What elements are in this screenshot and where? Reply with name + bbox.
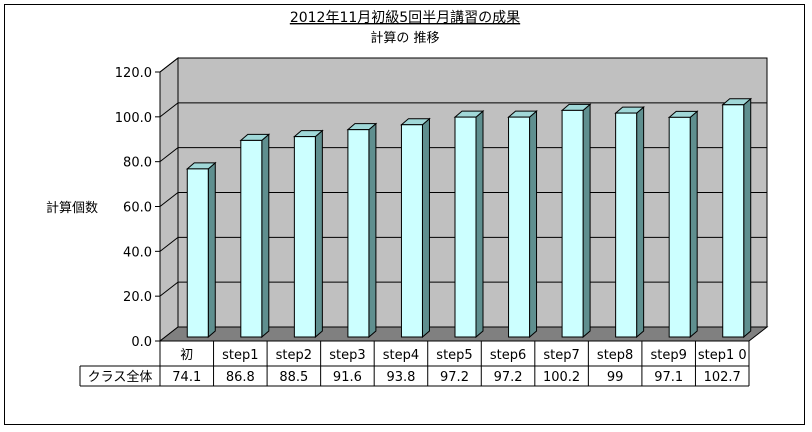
chart-title: 2012年11月初級5回半月講習の成果 xyxy=(290,9,520,26)
data-label: 97.1 xyxy=(654,370,683,385)
bar xyxy=(400,117,431,339)
bar-side xyxy=(207,161,216,339)
x-tick-label: step1 0 xyxy=(698,348,747,363)
data-label: 97.2 xyxy=(494,370,523,385)
bar xyxy=(293,129,324,339)
bar-front xyxy=(347,129,370,338)
plot-area: 0.0 20.0 40.0 60.0 80.0 100.0 120.0 xyxy=(115,56,769,350)
y-tick-label: 60.0 xyxy=(123,201,152,216)
bar xyxy=(721,97,753,339)
x-tick-label: step8 xyxy=(597,348,633,363)
data-label: 97.2 xyxy=(440,370,469,385)
y-tick-label: 40.0 xyxy=(123,245,152,260)
x-tick-label: 初 xyxy=(180,348,193,363)
data-label: 93.8 xyxy=(386,370,415,385)
bar xyxy=(453,110,485,339)
x-tick-label: step4 xyxy=(383,348,419,363)
bar-front xyxy=(186,168,209,338)
chart-subtitle: 計算の 推移 xyxy=(370,30,439,46)
bar-side xyxy=(582,103,591,339)
data-label: 102.7 xyxy=(704,370,741,385)
y-tick-label: 80.0 xyxy=(123,156,152,171)
bar-side xyxy=(421,117,430,339)
x-tick-label: step3 xyxy=(329,348,365,363)
bar xyxy=(667,110,699,339)
x-tick-label: step6 xyxy=(490,348,526,363)
bar xyxy=(507,110,538,339)
data-table: 初 step1 step2 step3 step4 step5 step6 step7 step… xyxy=(79,341,750,387)
bar-front xyxy=(400,124,423,338)
bar-front xyxy=(668,116,691,338)
bar-side xyxy=(743,97,752,339)
data-label: 100.2 xyxy=(543,370,580,385)
y-tick-label: 100.0 xyxy=(115,111,152,126)
bar-side xyxy=(529,110,538,339)
x-tick-label: step1 xyxy=(222,348,258,363)
bar-front xyxy=(615,112,638,338)
y-tick-label: 120.0 xyxy=(115,66,152,81)
gridline xyxy=(159,57,767,73)
data-label: 74.1 xyxy=(172,370,201,385)
data-label: 99 xyxy=(607,370,624,385)
x-tick-label: step9 xyxy=(650,348,686,363)
bar-front xyxy=(722,104,745,338)
data-label: 91.6 xyxy=(333,370,362,385)
data-label: 88.5 xyxy=(279,370,308,385)
y-tick-label: 20.0 xyxy=(123,290,152,305)
bar-front xyxy=(561,109,584,338)
data-label: 86.8 xyxy=(226,370,255,385)
bar-side xyxy=(636,105,645,339)
bar xyxy=(614,105,645,339)
x-tick-label: step7 xyxy=(543,348,579,363)
bar-side xyxy=(261,133,270,339)
y-axis-label: 計算個数 xyxy=(46,200,98,216)
bar-front xyxy=(454,116,477,338)
x-tick-label: step5 xyxy=(436,348,472,363)
series-name-label: クラス全体 xyxy=(88,369,153,385)
bar xyxy=(185,161,217,339)
bar xyxy=(346,122,378,339)
bar-front xyxy=(293,136,316,338)
bar-side xyxy=(689,110,698,339)
bar-front xyxy=(240,139,263,338)
x-tick-label: step2 xyxy=(276,348,312,363)
bar-side xyxy=(475,110,484,339)
bar-side xyxy=(314,129,323,339)
bar-side xyxy=(368,122,377,339)
bar-front xyxy=(508,116,531,338)
bar xyxy=(560,103,592,339)
bar xyxy=(239,133,271,339)
y-tick-label: 0.0 xyxy=(131,335,152,350)
gridline xyxy=(159,102,767,118)
